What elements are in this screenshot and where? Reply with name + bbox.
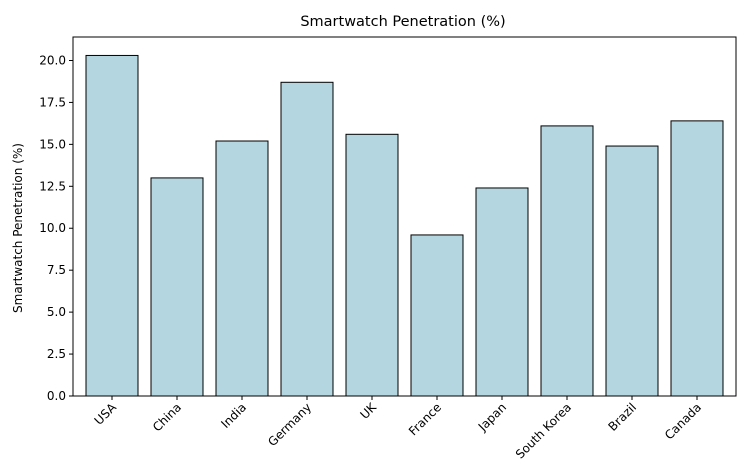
chart-title: Smartwatch Penetration (%) [300, 14, 505, 30]
y-tick-label: 15.0 [39, 137, 66, 151]
x-tick-label: India [218, 400, 249, 431]
y-tick-label: 7.5 [47, 263, 66, 277]
plot-area: USA China India Germany UK France Japan South K… [39, 36, 737, 462]
x-tick-label: Germany [265, 400, 314, 449]
bar-france [410, 234, 464, 397]
y-tick-label: 17.5 [39, 95, 66, 109]
x-tick-label: UK [357, 399, 379, 421]
bar-china [150, 177, 204, 397]
bar-uk [345, 133, 399, 397]
bar-india [215, 140, 269, 397]
y-tick-label: 5.0 [47, 305, 66, 319]
y-axis-label: Smartwatch Penetration (%) [11, 143, 25, 313]
y-tick-label: 10.0 [39, 221, 66, 235]
bar-canada [670, 120, 724, 397]
bar-japan [475, 187, 529, 397]
bar-germany [280, 81, 334, 397]
y-tick-label: 0.0 [47, 389, 66, 403]
y-tick-label: 12.5 [39, 179, 66, 193]
x-tick-label: China [150, 400, 184, 434]
x-tick-label: Japan [475, 400, 509, 434]
x-tick-label: Canada [662, 400, 704, 442]
x-tick-label: USA [92, 400, 120, 428]
y-tick-label: 20.0 [39, 53, 66, 67]
bar-brazil [605, 145, 659, 397]
bar-usa [85, 54, 139, 397]
x-tick-label: South Korea [513, 400, 574, 461]
x-tick-label: France [406, 400, 444, 438]
x-tick-label: Brazil [606, 400, 640, 434]
y-tick-label: 2.5 [47, 347, 66, 361]
bar-south-korea [540, 125, 594, 397]
plot-frame [72, 36, 737, 397]
